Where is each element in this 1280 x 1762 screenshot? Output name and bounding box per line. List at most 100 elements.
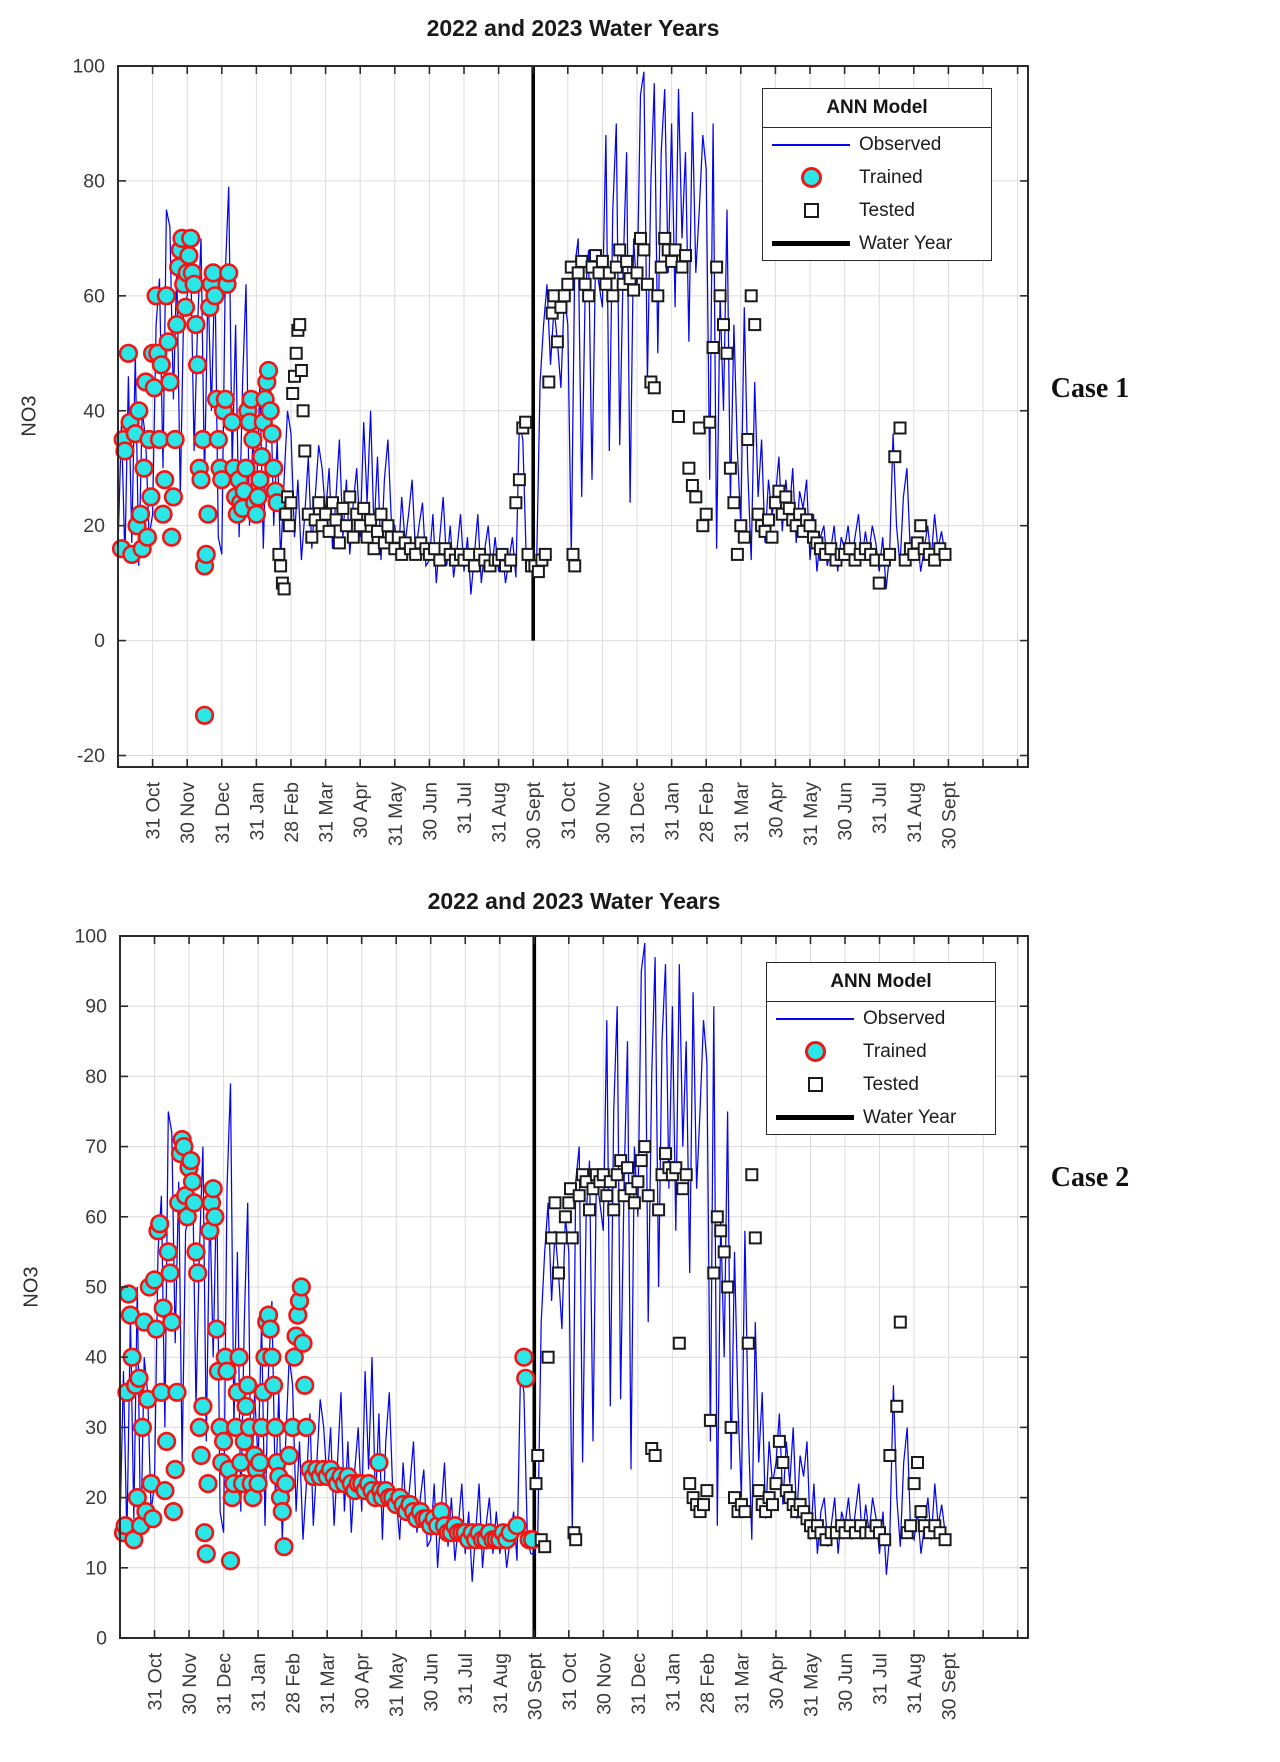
tested-point xyxy=(595,254,609,268)
trained-point xyxy=(130,504,151,524)
tested-point xyxy=(339,519,353,533)
x-tick-label: 30 Jun xyxy=(419,782,441,841)
tested-point xyxy=(872,576,886,590)
tested-point xyxy=(357,501,371,515)
trained-point xyxy=(153,504,173,524)
trained-point xyxy=(236,458,256,478)
tested-point xyxy=(571,266,585,280)
legend-item-tested: Tested xyxy=(767,1068,995,1101)
x-tick-label: 30 Nov xyxy=(179,1653,201,1715)
x-tick-label: 28 Feb xyxy=(283,1653,305,1714)
tested-markers xyxy=(272,231,952,596)
trained-point xyxy=(165,1459,185,1480)
tested-point xyxy=(707,1266,721,1280)
trained-point xyxy=(246,504,266,524)
tested-point xyxy=(293,318,307,332)
tested-point xyxy=(294,364,308,377)
legend-label: Trained xyxy=(859,166,923,188)
trained-point xyxy=(205,286,225,306)
tested-point xyxy=(360,530,374,544)
trained-point xyxy=(153,1298,173,1318)
x-tick-label: 30 Apr xyxy=(766,1653,788,1710)
trained-point xyxy=(193,429,213,450)
tested-point xyxy=(907,1477,921,1491)
trained-point xyxy=(260,401,280,421)
trained-point xyxy=(203,263,223,283)
legend-title: ANN Model xyxy=(763,89,991,128)
tested-point xyxy=(766,1498,779,1512)
trained-point xyxy=(516,1368,536,1388)
tested-point xyxy=(843,542,857,556)
tested-point xyxy=(654,260,668,274)
tested-point xyxy=(692,421,706,435)
tested-point xyxy=(346,530,360,544)
trained-point xyxy=(158,1242,178,1262)
trained-point xyxy=(229,1347,249,1367)
trained-point xyxy=(144,378,164,398)
tested-point xyxy=(634,231,647,245)
tested-point xyxy=(381,519,395,533)
trained-point xyxy=(252,447,272,467)
trained-point xyxy=(265,1417,286,1437)
trained-point xyxy=(155,470,175,490)
trained-point xyxy=(198,1473,218,1494)
trained-point xyxy=(115,441,135,461)
tested-point xyxy=(710,260,724,274)
trained-point xyxy=(208,429,228,450)
tested-point xyxy=(768,496,782,510)
tested-point xyxy=(462,547,476,561)
x-tick-label: 30 Jun xyxy=(835,1653,857,1712)
x-tick-label: 31 May xyxy=(800,782,822,846)
x-tick-label: 31 Oct xyxy=(559,1652,581,1710)
tested-point xyxy=(613,243,627,257)
x-tick-label: 31 Dec xyxy=(628,1653,650,1715)
tested-point xyxy=(911,1456,924,1469)
trained-point xyxy=(129,401,149,421)
tested-point xyxy=(659,1147,672,1161)
y-tick-label: 40 xyxy=(85,1347,107,1369)
trained-point xyxy=(279,1445,299,1466)
trained-point xyxy=(181,1150,201,1171)
legend-label: Tested xyxy=(859,199,915,221)
x-tick-label: 31 Aug xyxy=(904,1653,926,1714)
tested-point xyxy=(289,346,303,360)
tested-marker-swatch xyxy=(767,1077,863,1092)
observed-line-swatch xyxy=(763,143,859,146)
tested-point xyxy=(607,1203,621,1217)
tested-point xyxy=(627,283,641,297)
y-tick-label: 30 xyxy=(85,1417,107,1439)
tested-point xyxy=(914,519,928,533)
tested-point xyxy=(521,547,535,561)
tested-point xyxy=(610,1168,624,1182)
tested-point xyxy=(741,1336,755,1350)
tested-markers xyxy=(529,1140,952,1554)
trained-point xyxy=(163,487,183,507)
tested-point xyxy=(651,289,665,303)
tested-point xyxy=(685,479,699,492)
y-tick-label: 20 xyxy=(83,515,105,537)
tested-point xyxy=(751,507,765,521)
trained-point xyxy=(118,343,138,363)
trained-point xyxy=(157,1431,177,1451)
axis-border xyxy=(117,65,1029,768)
tested-point xyxy=(627,1196,641,1210)
tested-point xyxy=(467,559,481,573)
tested-point xyxy=(672,410,685,423)
x-tick-label: 31 Jan xyxy=(246,782,268,841)
tested-point xyxy=(606,289,620,303)
chart2-plot-area: 0 10 20 30 40 50 60 70 80 90 100 31 Oct 30 Nov 31 Dec… xyxy=(74,926,1029,1720)
tested-point xyxy=(284,496,298,510)
tested-point xyxy=(353,519,367,533)
tested-point xyxy=(878,1533,892,1547)
tested-point xyxy=(566,547,580,561)
tested-point xyxy=(548,1196,562,1210)
tested-point xyxy=(759,1505,773,1519)
chart1-legend: ANN Model Observed Trained Tested Water … xyxy=(762,88,992,261)
tested-point xyxy=(329,513,343,527)
tested-point xyxy=(374,507,388,521)
tested-point xyxy=(617,1189,631,1203)
y-tick-label: -20 xyxy=(77,745,105,767)
x-tick-label: 31 Dec xyxy=(627,782,649,844)
trained-point xyxy=(262,1347,282,1367)
trained-point xyxy=(215,389,235,409)
